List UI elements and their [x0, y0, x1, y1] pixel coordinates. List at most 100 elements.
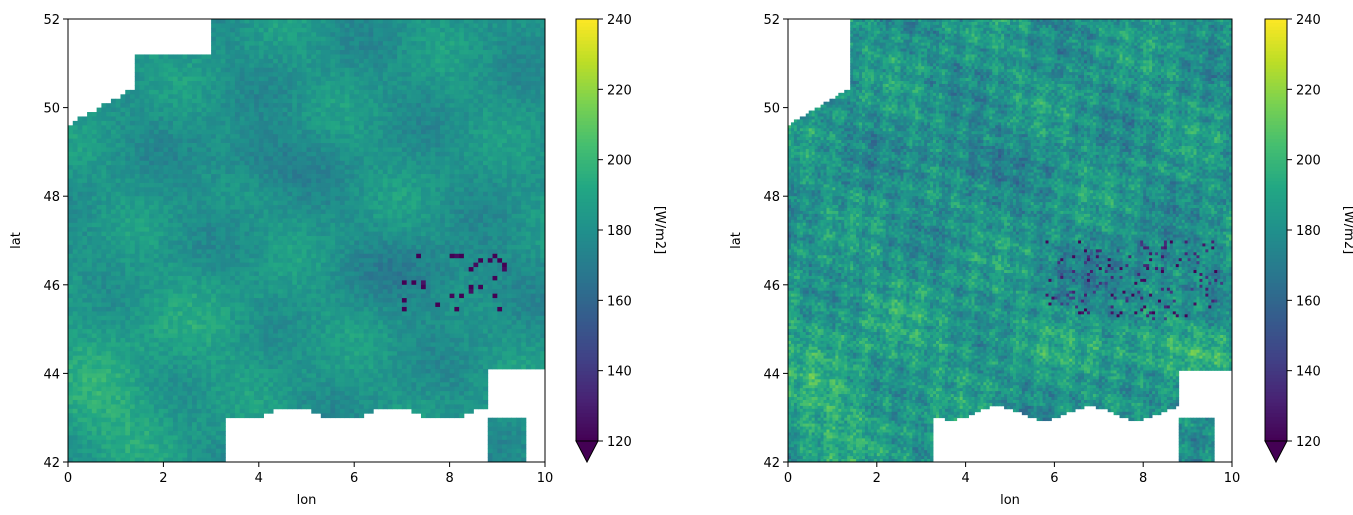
left-heatmap-cell	[349, 130, 354, 135]
left-heatmap-cell	[211, 121, 216, 126]
left-heatmap-cell	[135, 130, 140, 135]
left-heatmap-cell	[431, 147, 436, 152]
left-heatmap-cell	[106, 174, 111, 179]
left-heatmap-cell	[244, 121, 249, 126]
left-heatmap-cell	[302, 32, 307, 37]
left-heatmap-cell	[125, 178, 130, 183]
left-heatmap-cell	[264, 223, 269, 228]
left-heatmap-cell	[483, 28, 488, 33]
left-heatmap-cell	[526, 214, 531, 219]
left-heatmap-cell	[92, 245, 97, 250]
left-heatmap-cell	[345, 134, 350, 139]
left-heatmap-cell	[445, 152, 450, 157]
left-heatmap-cell	[268, 201, 273, 206]
left-heatmap-cell	[421, 139, 426, 144]
left-heatmap-cell	[464, 236, 469, 241]
left-heatmap-cell	[493, 196, 498, 201]
left-heatmap-cell	[197, 72, 202, 77]
left-heatmap-cell	[125, 254, 130, 259]
left-heatmap-cell	[240, 85, 245, 90]
left-heatmap-cell	[454, 63, 459, 68]
left-heatmap-cell	[497, 178, 502, 183]
left-heatmap-cell	[264, 90, 269, 95]
left-heatmap-cell	[340, 223, 345, 228]
left-heatmap-cell	[383, 77, 388, 82]
left-heatmap-cell	[187, 94, 192, 99]
left-heatmap-cell	[273, 125, 278, 130]
left-heatmap-cell	[388, 116, 393, 121]
left-heatmap-cell	[307, 94, 312, 99]
left-heatmap-cell	[283, 46, 288, 51]
left-heatmap-cell	[435, 134, 440, 139]
left-heatmap-cell	[259, 187, 264, 192]
left-heatmap-cell	[345, 41, 350, 46]
left-heatmap-cell	[297, 196, 302, 201]
left-heatmap-cell	[378, 214, 383, 219]
left-heatmap-cell	[507, 139, 512, 144]
left-heatmap-cell	[268, 147, 273, 152]
left-heatmap-cell	[292, 192, 297, 197]
left-heatmap-cell	[87, 227, 92, 232]
left-heatmap-cell	[507, 19, 512, 24]
left-heatmap-cell	[202, 214, 207, 219]
left-heatmap-cell	[516, 99, 521, 104]
left-heatmap-cell	[512, 68, 517, 73]
left-heatmap-cell	[292, 178, 297, 183]
left-heatmap-cell	[120, 94, 125, 99]
left-heatmap-cell	[254, 85, 259, 90]
left-heatmap-cell	[101, 112, 106, 117]
left-heatmap-cell	[388, 201, 393, 206]
left-heatmap-cell	[202, 245, 207, 250]
left-heatmap-cell	[488, 165, 493, 170]
left-heatmap-cell	[535, 201, 540, 206]
left-heatmap-cell	[273, 94, 278, 99]
left-heatmap-cell	[483, 77, 488, 82]
left-heatmap-cell	[211, 161, 216, 166]
left-heatmap-cell	[254, 103, 259, 108]
left-heatmap-cell	[82, 218, 87, 223]
left-heatmap-cell	[307, 90, 312, 95]
left-heatmap-cell	[469, 134, 474, 139]
left-heatmap-cell	[373, 187, 378, 192]
left-heatmap-cell	[349, 156, 354, 161]
left-heatmap-cell	[273, 28, 278, 33]
left-heatmap-cell	[140, 121, 145, 126]
left-heatmap-cell	[407, 90, 412, 95]
left-heatmap-cell	[297, 227, 302, 232]
left-heatmap-cell	[173, 143, 178, 148]
left-heatmap-cell	[378, 205, 383, 210]
left-heatmap-cell	[221, 254, 226, 259]
left-heatmap-cell	[459, 196, 464, 201]
left-heatmap-cell	[154, 165, 159, 170]
left-heatmap-cell	[531, 156, 536, 161]
left-heatmap-cell	[125, 161, 130, 166]
left-heatmap-cell	[206, 112, 211, 117]
left-heatmap-cell	[316, 99, 321, 104]
left-heatmap-cell	[450, 121, 455, 126]
left-heatmap-cell	[349, 161, 354, 166]
left-heatmap-cell	[373, 121, 378, 126]
left-heatmap-cell	[192, 236, 197, 241]
left-heatmap-cell	[335, 46, 340, 51]
left-heatmap-cell	[450, 214, 455, 219]
left-heatmap-cell	[225, 32, 230, 37]
left-heatmap-cell	[140, 72, 145, 77]
left-heatmap-cell	[173, 205, 178, 210]
left-heatmap-cell	[140, 108, 145, 113]
left-heatmap-cell	[221, 174, 226, 179]
left-heatmap-cell	[216, 223, 221, 228]
left-heatmap-cell	[97, 241, 102, 246]
left-heatmap-cell	[473, 72, 478, 77]
left-heatmap-cell	[373, 85, 378, 90]
left-heatmap-cell	[364, 37, 369, 42]
left-heatmap-cell	[297, 249, 302, 254]
left-heatmap-cell	[464, 156, 469, 161]
left-heatmap-cell	[383, 143, 388, 148]
left-heatmap-cell	[259, 223, 264, 228]
left-heatmap-cell	[182, 241, 187, 246]
left-heatmap-cell	[450, 28, 455, 33]
left-heatmap-cell	[516, 232, 521, 237]
left-heatmap-cell	[473, 99, 478, 104]
left-heatmap-cell	[101, 134, 106, 139]
left-heatmap-cell	[440, 178, 445, 183]
